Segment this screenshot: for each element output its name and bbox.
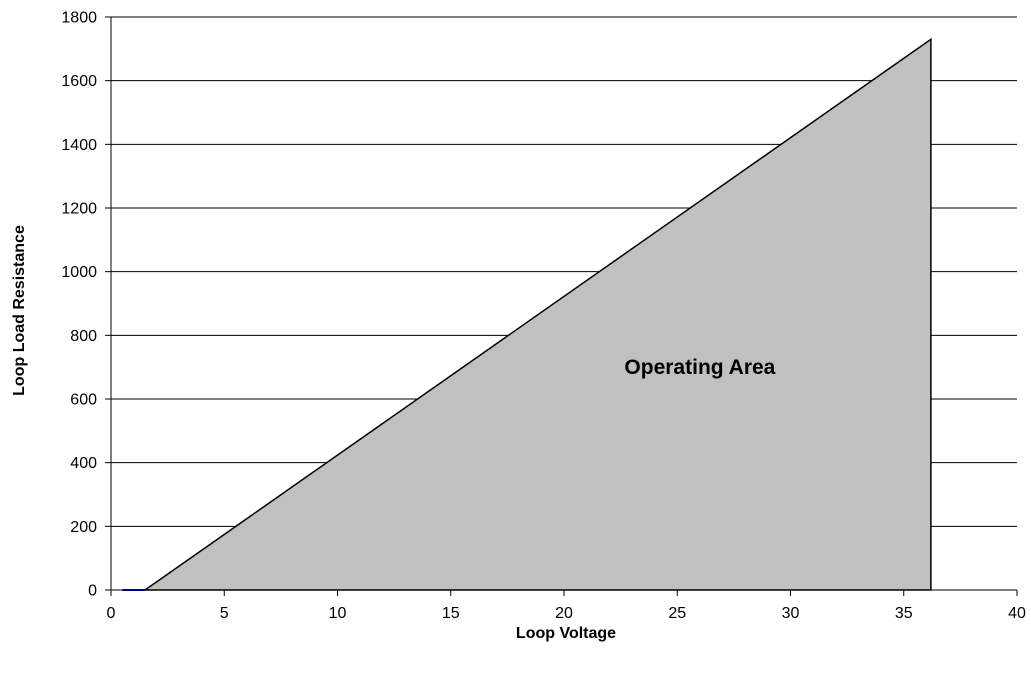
y-tick-label-1400: 1400: [61, 137, 97, 154]
y-tick-label-1200: 1200: [61, 201, 97, 218]
x-tick-label-0: 0: [107, 605, 116, 622]
x-tick-label-40: 40: [1008, 605, 1026, 622]
gridlines: [111, 16, 1017, 527]
y-tick-label-1000: 1000: [61, 264, 97, 281]
y-tick-label-600: 600: [70, 392, 97, 409]
x-tick-labels: 0 5 10 15 20 25 30 35 40: [107, 605, 1026, 622]
x-tick-label-10: 10: [329, 605, 347, 622]
y-tick-label-1600: 1600: [61, 73, 97, 90]
y-tick-labels: 0 200 400 600 800 1000 1200 1400 1600 1800: [61, 10, 97, 600]
axes: [105, 16, 1018, 596]
y-tick-label-1800: 1800: [61, 10, 97, 27]
x-tick-label-20: 20: [555, 605, 573, 622]
operating-area-region: [142, 37, 932, 591]
x-tick-label-30: 30: [782, 605, 800, 622]
x-tick-label-5: 5: [220, 605, 229, 622]
y-tick-label-400: 400: [70, 455, 97, 472]
annotation-label: Operating Area: [624, 356, 775, 379]
x-tick-label-15: 15: [442, 605, 460, 622]
y-tick-label-200: 200: [70, 519, 97, 536]
y-axis-label: Loop Load Resistance: [11, 225, 28, 396]
y-tick-label-800: 800: [70, 328, 97, 345]
series-layer: [142, 37, 932, 591]
annotations: Operating Area: [624, 356, 775, 379]
x-tick-label-25: 25: [668, 605, 686, 622]
x-tick-label-35: 35: [895, 605, 913, 622]
x-axis-label: Loop Voltage: [516, 625, 616, 642]
y-tick-label-0: 0: [88, 583, 97, 600]
